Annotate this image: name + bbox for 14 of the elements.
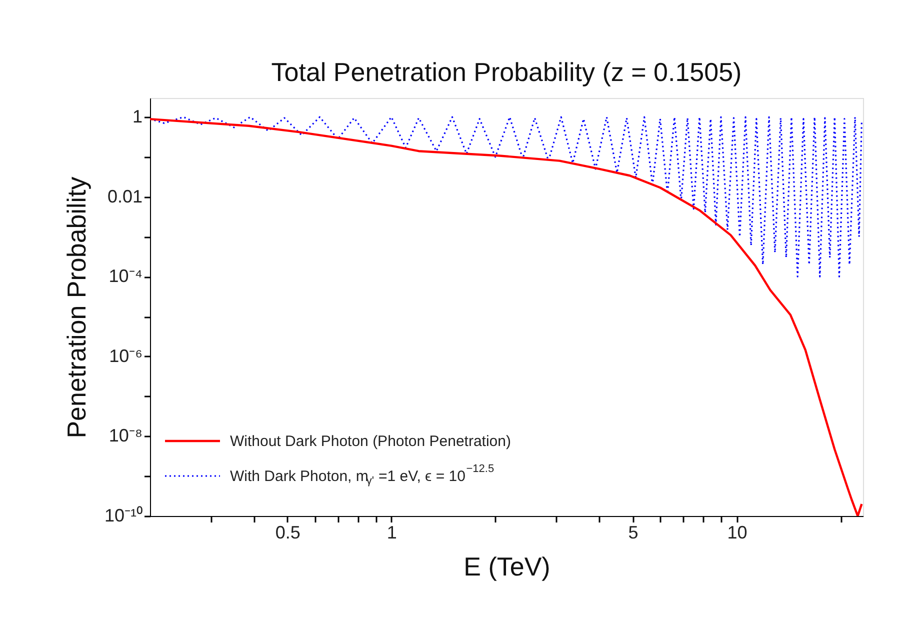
y-tick-label: 0.01	[107, 186, 142, 206]
legend-label: Without Dark Photon (Photon Penetration)	[230, 433, 511, 450]
y-axis-title: Penetration Probability	[61, 176, 92, 438]
x-tick-label: 10	[727, 522, 748, 542]
x-tick-label: 1	[386, 522, 397, 542]
x-axis-title: E (TeV)	[464, 552, 550, 582]
y-tick-label: 1	[132, 106, 142, 127]
chart-title: Total Penetration Probability (z = 0.1505)	[271, 57, 742, 87]
y-tick-label: 10⁻⁶	[109, 346, 142, 366]
y-tick-label: 10⁻¹⁰	[104, 506, 142, 526]
x-tick-label: 0.5	[275, 522, 300, 542]
y-tick-label: 10⁻⁴	[108, 266, 142, 286]
y-tick-label: 10⁻⁸	[108, 426, 142, 446]
x-tick-label: 5	[628, 522, 638, 542]
